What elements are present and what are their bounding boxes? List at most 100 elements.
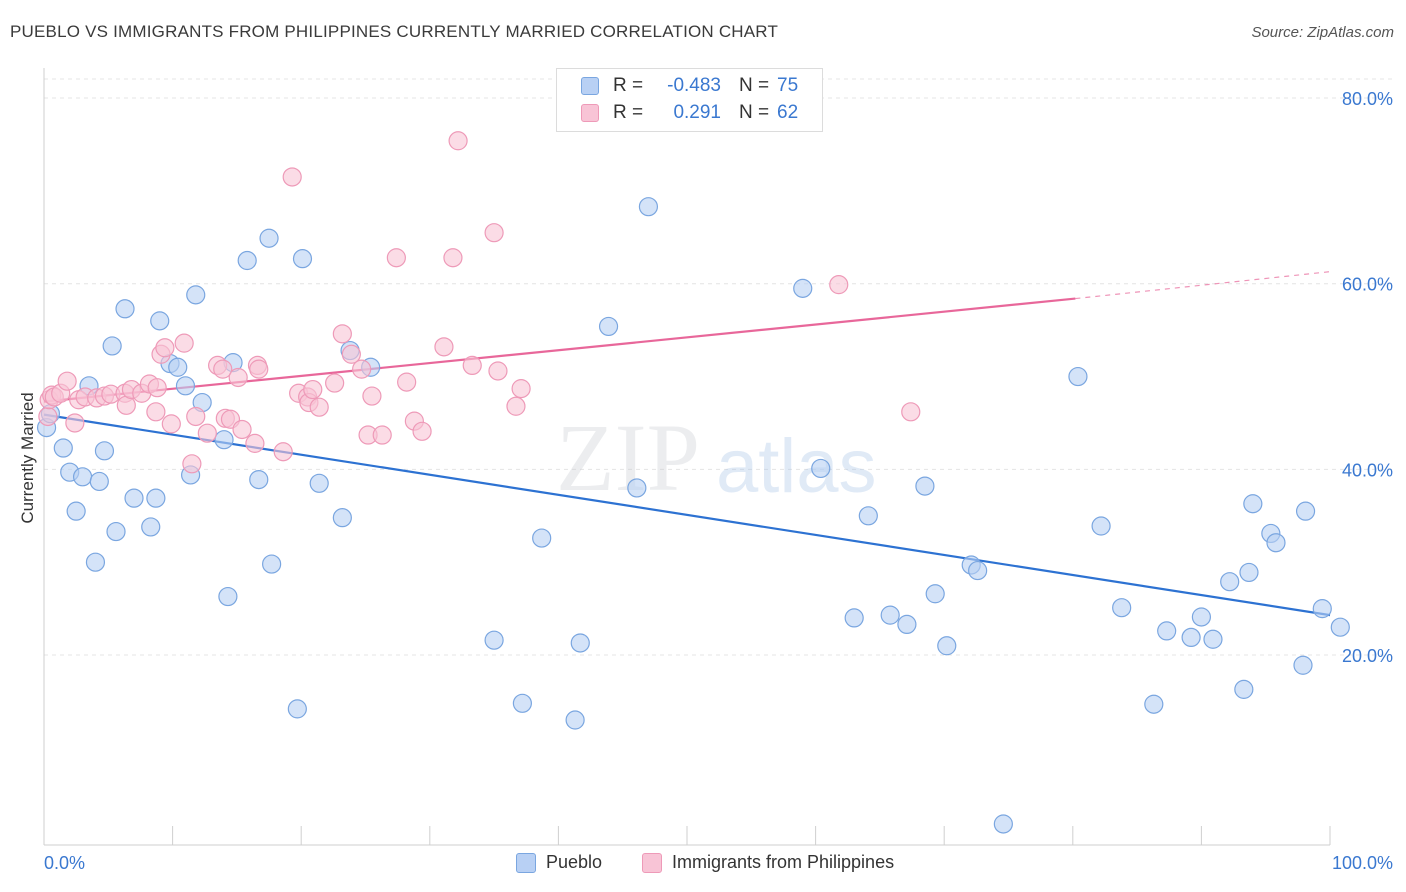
series-swatch-philippines <box>642 852 662 873</box>
legend-r-label: R = <box>613 75 644 96</box>
tick-labels: 20.0% 40.0% 60.0% 80.0% 0.0% 100.0% <box>44 89 1393 873</box>
grid-lines <box>44 78 1392 656</box>
pueblo-point <box>150 311 170 331</box>
pueblo-point <box>793 278 813 298</box>
philippines-point <box>213 359 233 379</box>
pueblo-point <box>237 250 257 271</box>
pueblo-point <box>565 710 585 730</box>
philippines-point <box>65 413 85 433</box>
pueblo-point <box>1144 694 1164 714</box>
y-tick-label: 80.0% <box>1342 89 1393 109</box>
philippines-point <box>386 248 406 268</box>
philippines-point <box>397 372 417 392</box>
pueblo-point <box>94 441 115 461</box>
pueblo-point <box>638 197 659 217</box>
legend-swatch-philippines <box>581 104 599 122</box>
pueblo-point <box>897 614 917 635</box>
pueblo-point <box>484 630 504 650</box>
pueblo-point <box>512 693 532 713</box>
philippines-point <box>412 421 432 441</box>
philippines-point <box>309 397 329 417</box>
pueblo-point <box>106 521 126 542</box>
legend-r-value: 0.291 <box>673 102 721 123</box>
philippines-point <box>434 337 454 357</box>
pueblo-point <box>1239 562 1259 583</box>
pueblo-point <box>570 633 590 653</box>
pueblo-point <box>66 501 86 521</box>
pueblo-point <box>146 488 166 508</box>
pueblo-point <box>880 605 900 625</box>
pueblo-point <box>214 430 234 450</box>
x-tick-label-max: 100.0% <box>1332 853 1393 873</box>
pueblo-point <box>1203 629 1223 649</box>
pueblo-point <box>115 299 135 319</box>
pueblo-point <box>218 586 238 607</box>
philippines-point <box>249 359 269 379</box>
pueblo-point <box>53 438 73 458</box>
pueblo-point <box>1181 627 1201 648</box>
pueblo-point <box>309 473 329 493</box>
series-legend: Pueblo Immigrants from Philippines <box>0 852 1406 876</box>
source-credit: Source: ZipAtlas.com <box>1251 24 1394 41</box>
pueblo-point <box>937 636 957 656</box>
pueblo-point <box>1243 494 1263 514</box>
pueblo-point <box>1068 366 1088 387</box>
y-tick-label: 40.0% <box>1342 460 1393 480</box>
pueblo-point <box>1191 607 1212 627</box>
philippines-point <box>232 419 252 440</box>
philippines-point <box>484 223 504 243</box>
pueblo-point <box>89 471 109 492</box>
philippines-point <box>511 379 531 399</box>
pueblo-point <box>1330 617 1350 637</box>
philippines-point <box>372 425 392 445</box>
series-label-pueblo: Pueblo <box>546 852 603 872</box>
pueblo-point <box>1293 655 1313 675</box>
watermark-atlas: atlas <box>716 424 877 509</box>
philippines-point <box>443 248 463 268</box>
philippines-point <box>174 333 194 353</box>
philippines-point <box>332 324 352 344</box>
philippines-point <box>155 338 175 358</box>
pueblo-point <box>186 285 206 305</box>
philippines-point <box>488 361 508 381</box>
pueblo-point <box>249 469 269 490</box>
y-tick-label: 20.0% <box>1342 646 1393 666</box>
philippines-point <box>245 433 265 453</box>
philippines-point <box>161 414 181 434</box>
legend-n-value: 75 <box>777 75 799 96</box>
chart-title: PUEBLO VS IMMIGRANTS FROM PHILIPPINES CU… <box>10 22 779 41</box>
philippines-point <box>352 359 372 379</box>
pueblo-point <box>72 467 93 487</box>
pueblo-point <box>262 554 282 574</box>
legend-swatch-pueblo <box>581 77 599 95</box>
pueblo-point <box>332 508 352 528</box>
pueblo-point <box>858 506 878 526</box>
pueblo-point <box>141 517 161 537</box>
pueblo-point <box>124 488 144 508</box>
x-tick-label-min: 0.0% <box>44 853 85 873</box>
series-legend-philippines: Immigrants from Philippines <box>642 852 894 873</box>
legend-n-label: N = <box>739 75 770 96</box>
pueblo-point <box>85 552 106 572</box>
philippines-point <box>197 423 217 443</box>
pueblo-point <box>627 478 647 498</box>
philippines-point <box>57 371 77 391</box>
philippines-point <box>506 396 526 416</box>
pueblo-point <box>292 249 313 269</box>
philippines-trend-line <box>43 297 1076 403</box>
pueblo-point <box>598 316 619 337</box>
series-swatch-pueblo <box>516 852 536 873</box>
philippines-trend-extension <box>1075 271 1331 300</box>
philippines-point <box>303 379 323 400</box>
watermark-zip: ZIP <box>556 404 700 511</box>
philippines-point <box>146 402 166 422</box>
axes <box>43 68 1331 846</box>
philippines-point <box>182 454 202 474</box>
pueblo-point <box>1220 572 1240 592</box>
legend-r-value: -0.483 <box>667 75 721 96</box>
pueblo-point <box>1312 599 1332 619</box>
legend-row-philippines: R = 0.291 N = 62 <box>581 100 825 126</box>
pueblo-point <box>811 458 831 479</box>
pueblo-point <box>1234 679 1254 699</box>
legend-r-label: R = <box>613 102 644 123</box>
